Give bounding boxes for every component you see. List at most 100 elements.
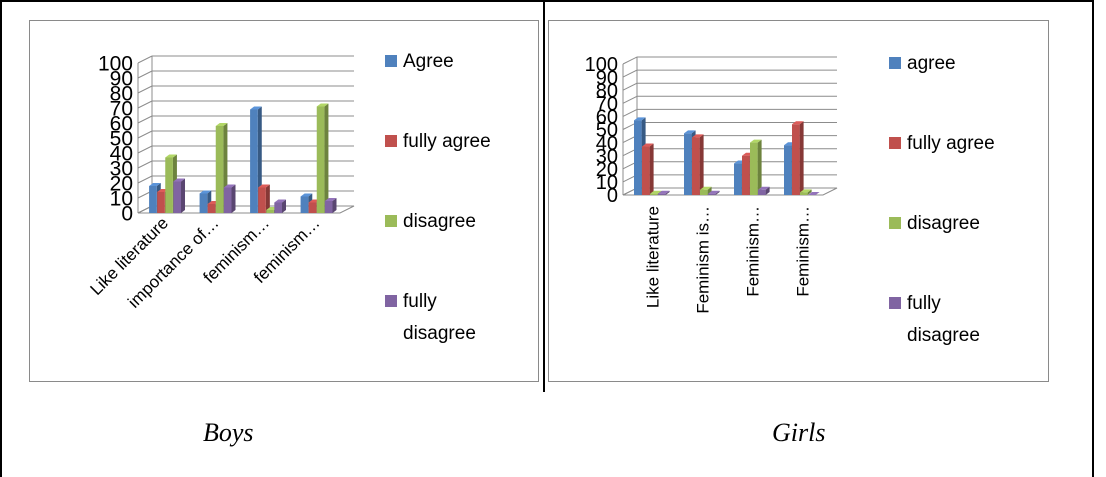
boys-chart-area: 0 10 20 30 40 50 60 70 80 90 100 Like literature imp… (29, 20, 539, 382)
boys-grid-side (137, 100, 153, 109)
girls-bars (634, 117, 820, 195)
girls-bar-front (742, 155, 750, 195)
boys-legend: Agree fully agree disagree fully disagree (385, 51, 491, 344)
boys-y-tick-label: 60 (110, 113, 133, 136)
girls-bar-front (700, 189, 708, 195)
girls-legend: agree fully agree disagree fully disagree (889, 53, 995, 346)
boys-bar-front (250, 109, 258, 213)
boys-legend-swatch (385, 295, 397, 307)
girls-legend-label: agree (907, 53, 956, 74)
boys-bar-side (324, 103, 329, 213)
boys-legend-label: Agree (403, 51, 454, 72)
girls-category-label: Like literature (643, 206, 662, 308)
boys-legend-item: Agree (385, 51, 454, 72)
boys-legend-swatch (385, 135, 397, 147)
girls-bar (808, 192, 820, 195)
girls-bar-top (800, 189, 812, 193)
girls-bar-front (750, 142, 758, 195)
girls-bar (642, 143, 654, 195)
boys-bar-front (308, 202, 317, 213)
girls-bar-side (699, 134, 704, 195)
boys-bar-top (274, 199, 287, 203)
girls-bar-side (707, 186, 712, 195)
girls-y-tick-label: 20 (596, 159, 618, 181)
girls-bar-side (799, 121, 804, 195)
boys-grid-side (137, 85, 153, 94)
boys-y-tick-label: 20 (110, 173, 133, 196)
girls-bar-top (758, 186, 770, 190)
girls-bar-front (758, 189, 766, 195)
girls-bar (750, 139, 762, 195)
boys-y-tick-label: 80 (110, 83, 133, 106)
boys-grid-side (137, 130, 153, 139)
girls-bar-front (784, 145, 792, 195)
girls-bar-front (792, 124, 800, 195)
girls-bar (692, 134, 704, 195)
girls-bar-top (792, 121, 804, 125)
girls-legend-swatch (889, 137, 901, 149)
boys-bar-top (149, 183, 161, 186)
girls-legend-item: fully agree (889, 133, 995, 154)
boys-bar (324, 198, 337, 213)
girls-grid-side (622, 108, 638, 117)
girls-bar-top (750, 139, 762, 143)
girls-y-tick-label: 50 (596, 120, 618, 142)
girls-bar-front (634, 120, 642, 195)
boys-caption: Boys (203, 418, 254, 447)
boys-bar-front (215, 126, 224, 213)
boys-legend-label: fully agree (403, 131, 491, 152)
boys-y-tick-label: 10 (110, 188, 133, 211)
girls-bar-side (649, 143, 654, 195)
boys-y-tick-label: 50 (110, 128, 133, 151)
girls-bar (792, 121, 804, 195)
boys-bar-front (149, 186, 157, 213)
girls-gridlines (622, 56, 838, 196)
girls-legend-label: fully agree (907, 133, 995, 154)
boys-bar-front (258, 187, 266, 213)
girls-y-tick-label: 100 (585, 54, 618, 76)
boys-bar-front (173, 181, 182, 213)
boys-bar-top (324, 198, 337, 201)
girls-y-tick-label: 90 (596, 67, 618, 89)
girls-bar-top (634, 117, 646, 121)
boys-bar-top (258, 184, 270, 188)
girls-y-tick-label: 0 (607, 185, 618, 207)
boys-bar-front (300, 196, 309, 213)
boys-grid-side (137, 145, 153, 154)
boys-bar-top (215, 123, 228, 126)
boys-bars (149, 103, 337, 213)
girls-category-labels: Like literature Feminism is… Feminism… Femi… (643, 206, 812, 314)
girls-bar-front (692, 137, 700, 195)
boys-bar-top (173, 178, 186, 182)
girls-bar-top (684, 130, 696, 134)
boys-legend-swatch (385, 55, 397, 67)
boys-grid-side (137, 55, 153, 64)
girls-y-tick-label: 30 (596, 146, 618, 168)
girls-bar-side (715, 190, 720, 195)
boys-bar-top (165, 154, 177, 158)
girls-legend-swatch (889, 217, 901, 229)
girls-legend-label: fully disagree (907, 293, 980, 346)
girls-bar-top (658, 190, 670, 194)
boys-y-tick-label: 90 (110, 68, 133, 91)
girls-bar (758, 186, 770, 195)
boys-bar-front (157, 192, 165, 213)
girls-y-tick-label: 40 (596, 133, 618, 155)
boys-bar-side (332, 198, 337, 213)
boys-bar-side (231, 184, 236, 213)
boys-bar-front (207, 204, 216, 213)
boys-bar-top (300, 193, 313, 197)
girls-legend-swatch (889, 57, 901, 69)
girls-y-tick-label: 60 (596, 107, 618, 129)
boys-legend-label: disagree (403, 211, 476, 232)
boys-bar (274, 199, 287, 213)
girls-bar-front (684, 133, 692, 195)
girls-bar-top (642, 143, 654, 147)
panel-divider (543, 0, 545, 392)
boys-bar-top (223, 184, 236, 188)
boys-bar (316, 103, 329, 213)
girls-grid-side (622, 95, 638, 104)
